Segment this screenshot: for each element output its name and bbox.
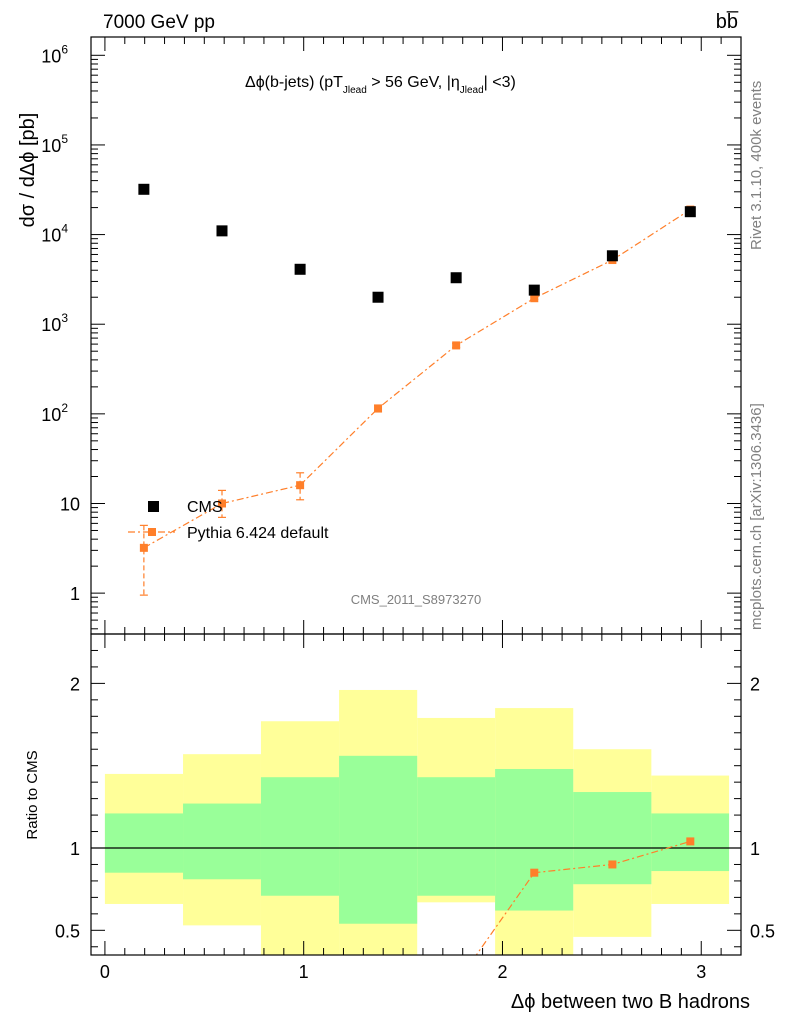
ratio-y-tick-label-right: 2	[750, 674, 760, 694]
cms-data-point	[684, 206, 696, 218]
mc-point	[374, 404, 383, 413]
legend-marker-pythia	[148, 528, 156, 536]
y-tick-exponent: 2	[61, 401, 68, 415]
ratio-plot-content	[91, 837, 741, 955]
y-tick-label: 103	[41, 311, 68, 335]
cms-data-point	[528, 284, 540, 296]
ratio-inner-band-bin	[573, 792, 652, 885]
y-tick-exponent: 5	[61, 132, 68, 146]
axes: 0 1 2 3 1 10 102 103 104 105 106 0.5 0.5 1 1 2 2	[41, 36, 775, 982]
y-tick-exponent: 6	[61, 42, 68, 56]
mc-point	[217, 499, 226, 508]
mc-point	[452, 341, 461, 350]
ratio-inner-band-bin	[339, 755, 418, 924]
y-tick-label: 102	[41, 401, 68, 425]
ratio-y-tick-label: 2	[70, 674, 80, 694]
y-tick-label: 105	[41, 132, 68, 156]
y-tick-exponent: 4	[61, 222, 68, 236]
mc-point	[530, 294, 539, 303]
cms-data-point	[450, 272, 462, 284]
ratio-y-axis-label: Ratio to CMS	[24, 750, 41, 839]
cms-data-point	[294, 263, 306, 275]
ratio-y-tick-label: 1	[70, 839, 80, 859]
ratio-point	[608, 860, 617, 869]
x-tick-label: 2	[497, 962, 507, 982]
cms-data-point	[138, 183, 150, 195]
ratio-point	[686, 837, 695, 846]
x-tick-label: 3	[696, 962, 706, 982]
main-plot-frame	[90, 36, 742, 635]
legend-label-pythia: Pythia 6.424 default	[187, 525, 329, 542]
y-tick-label: 106	[41, 42, 68, 66]
analysis-id: CMS_2011_S8973270	[351, 592, 482, 607]
ratio-y-tick-label-right: 0.5	[750, 921, 775, 941]
header-left: 7000 GeV pp	[103, 12, 215, 33]
ratio-point	[530, 868, 539, 877]
y-tick-label: 10	[60, 494, 80, 514]
main-y-axis-label: dσ / dΔϕ [pb]	[17, 113, 39, 228]
ratio-inner-band-bin	[260, 777, 340, 896]
ratio-y-tick-label: 0.5	[55, 921, 80, 941]
y-tick-exponent: 3	[61, 311, 68, 325]
y-tick-label: 104	[41, 222, 68, 246]
ratio-inner-band-bin	[104, 813, 184, 873]
main-plot-title: Δϕ(b-jets) (pTJlead > 56 GeV, |ηJlead| <…	[245, 74, 516, 96]
x-tick-label: 1	[299, 962, 309, 982]
ratio-inner-band-bin	[417, 777, 496, 896]
cms-data-point	[606, 250, 618, 262]
cms-data-point	[372, 291, 384, 303]
mc-point	[296, 481, 305, 490]
legend: CMS Pythia 6.424 default	[128, 499, 329, 542]
ratio-inner-band-bin	[495, 768, 574, 911]
ratio-y-tick-label-right: 1	[750, 839, 760, 859]
ratio-inner-band-bin	[183, 803, 261, 880]
legend-marker-cms	[148, 501, 159, 512]
ratio-bands	[104, 689, 730, 955]
main-plot-content	[138, 183, 696, 596]
cms-data-point	[216, 225, 228, 237]
legend-label-cms: CMS	[187, 499, 223, 516]
rivet-label: Rivet 3.1.10, 400k events	[748, 81, 765, 250]
ratio-plot-frame	[90, 633, 742, 956]
mc-point	[139, 543, 148, 552]
ratio-series-line	[475, 840, 691, 955]
x-tick-label: 0	[100, 962, 110, 982]
mc-series-line	[143, 209, 691, 549]
header-right: bb̅	[716, 10, 739, 33]
y-tick-label: 1	[70, 584, 80, 604]
mcplots-label: mcplots.cern.ch [arXiv:1306.3436]	[748, 403, 765, 630]
x-axis-label: Δϕ between two B hadrons	[511, 991, 750, 1013]
